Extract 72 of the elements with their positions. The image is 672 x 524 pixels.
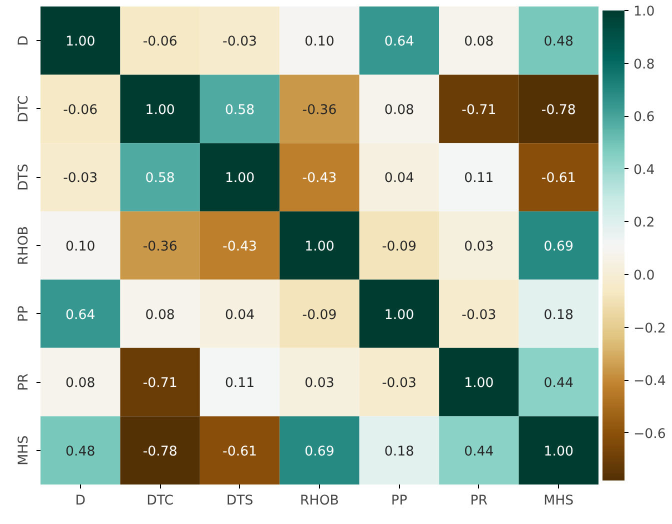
x-tick-label: MHS bbox=[544, 494, 574, 508]
data-label: -0.09 bbox=[382, 240, 416, 254]
data-label: 1.00 bbox=[464, 376, 494, 392]
color-bar-label: 0.8 bbox=[634, 57, 655, 72]
data-label: 0.11 bbox=[464, 171, 494, 186]
y-tick-label: MHS bbox=[16, 435, 32, 466]
data-label: 1.00 bbox=[145, 102, 175, 118]
data-label: 0.10 bbox=[66, 240, 96, 254]
data-label: -0.71 bbox=[462, 102, 496, 118]
y-tick-label: RHOB bbox=[16, 226, 32, 265]
data-label: 1.00 bbox=[66, 34, 96, 50]
data-label: -0.09 bbox=[302, 308, 337, 323]
color-bar-label: 0.0 bbox=[634, 268, 655, 284]
data-label: 0.10 bbox=[304, 34, 334, 50]
data-label: 0.18 bbox=[544, 308, 574, 323]
data-label: 0.48 bbox=[544, 34, 574, 50]
data-label: 0.08 bbox=[66, 376, 96, 392]
y-tick-label: PR bbox=[16, 373, 32, 391]
data-label: -0.03 bbox=[462, 308, 496, 323]
data-label: -0.03 bbox=[382, 376, 416, 392]
data-label: -0.78 bbox=[142, 444, 178, 460]
color-bar-label: 0.6 bbox=[634, 110, 655, 126]
x-tick-label: D bbox=[75, 494, 86, 508]
data-label: 0.58 bbox=[224, 102, 255, 118]
data-label: -0.03 bbox=[222, 34, 258, 50]
data-label: -0.43 bbox=[222, 240, 258, 254]
x-tick-label: DTC bbox=[146, 494, 174, 508]
y-tick-label: DTS bbox=[16, 164, 32, 191]
data-label: 1.00 bbox=[304, 240, 334, 254]
data-label: -0.06 bbox=[63, 102, 98, 118]
x-tick-label: DTS bbox=[226, 494, 254, 508]
data-label: 0.18 bbox=[384, 444, 414, 460]
color-bar-label: 0.2 bbox=[634, 216, 655, 231]
data-label: -0.71 bbox=[142, 376, 178, 392]
x-tick-label: PR bbox=[470, 494, 488, 508]
color-bar-label: 1.0 bbox=[634, 4, 655, 20]
data-label: -0.61 bbox=[541, 171, 576, 186]
data-label: -0.36 bbox=[302, 102, 337, 118]
data-label: 0.11 bbox=[224, 376, 255, 392]
data-label: 1.00 bbox=[544, 444, 574, 460]
data-label: 0.64 bbox=[384, 34, 414, 50]
color-bar-label: −0.2 bbox=[634, 321, 666, 336]
data-label: 0.44 bbox=[544, 376, 574, 392]
x-tick-label: RHOB bbox=[300, 494, 339, 508]
data-label: 0.64 bbox=[66, 308, 96, 323]
data-label: 0.03 bbox=[304, 376, 334, 392]
y-tick-label: DTC bbox=[16, 95, 32, 122]
data-label: 0.03 bbox=[464, 240, 494, 254]
data-label: -0.43 bbox=[302, 171, 337, 186]
data-label: 1.00 bbox=[224, 171, 255, 186]
color-bar-label: 0.4 bbox=[634, 162, 655, 178]
data-label: -0.61 bbox=[222, 444, 258, 460]
data-label: -0.06 bbox=[142, 34, 178, 50]
data-label: -0.03 bbox=[63, 171, 98, 186]
data-label: 0.69 bbox=[544, 240, 574, 254]
y-tick-label: D bbox=[16, 36, 32, 46]
x-tick-label: PP bbox=[391, 494, 408, 508]
data-label: 0.04 bbox=[224, 308, 255, 323]
y-tick-label: PP bbox=[16, 306, 32, 322]
data-label: 0.08 bbox=[145, 308, 175, 323]
data-label: 0.04 bbox=[384, 171, 414, 186]
data-label: 0.48 bbox=[66, 444, 96, 460]
data-label: 0.08 bbox=[464, 34, 494, 50]
data-label: -0.78 bbox=[541, 102, 576, 118]
data-label: 0.44 bbox=[464, 444, 494, 460]
color-bar-label: −0.6 bbox=[634, 426, 666, 442]
data-label: -0.36 bbox=[142, 240, 178, 254]
data-label: 0.08 bbox=[384, 102, 414, 118]
data-label: 0.69 bbox=[304, 444, 334, 460]
data-label: 0.58 bbox=[145, 171, 175, 186]
data-label: 1.00 bbox=[384, 308, 414, 323]
color-bar-label: −0.4 bbox=[634, 374, 666, 390]
